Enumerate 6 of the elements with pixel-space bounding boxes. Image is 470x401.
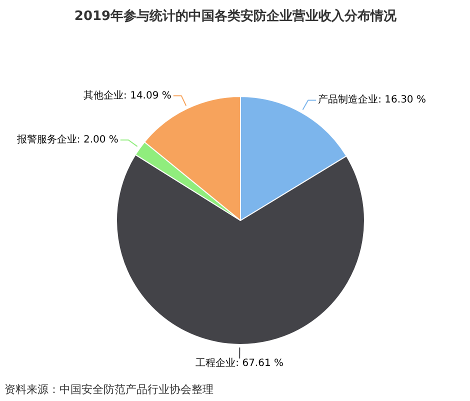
- slice-label: 其他企业: 14.09 %: [84, 89, 172, 102]
- slice-label: 报警服务企业: 2.00 %: [16, 134, 118, 146]
- chart-title: 2019年参与统计的中国各类安防企业营业收入分布情况: [74, 8, 398, 24]
- slice-label: 工程企业: 67.61 %: [196, 356, 284, 369]
- text: 资料来源：中国安全防范产品行业协会整理: [4, 383, 214, 396]
- slice-label: 产品制造企业: 16.30 %: [318, 94, 426, 106]
